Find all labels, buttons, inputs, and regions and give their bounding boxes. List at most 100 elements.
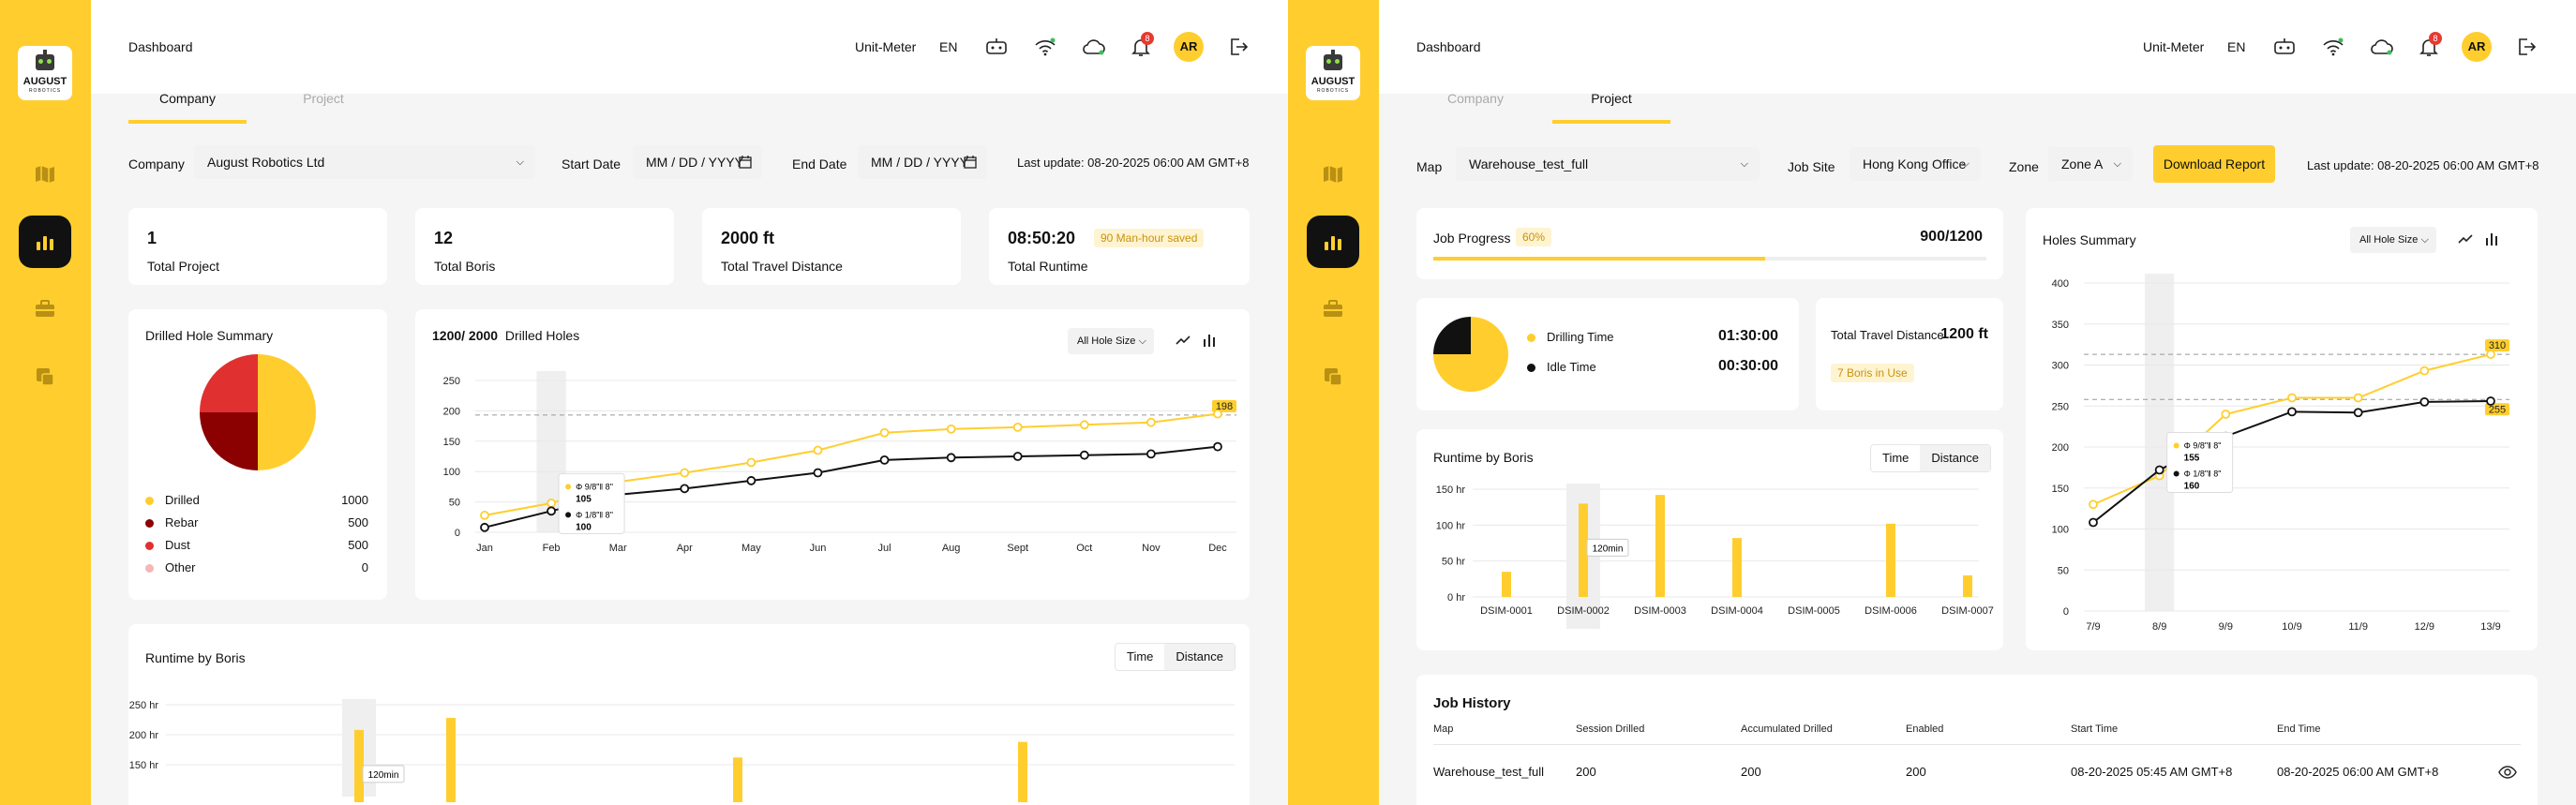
language-selector[interactable]: EN	[939, 39, 958, 54]
drilled-holes-line-chart: 0 50 100 150 200 250 Jan Feb Mar Apr May Jun Jul Aug S…	[443, 371, 1236, 554]
time-distance-toggle[interactable]: Time Distance	[1115, 643, 1236, 671]
x-tick-label: May	[741, 543, 761, 554]
y-tick-label: 150 hr	[1436, 484, 1466, 496]
company-select[interactable]: August Robotics Ltd ⌵	[194, 145, 535, 179]
y-tick-label: 250 hr	[129, 700, 159, 711]
toggle-distance[interactable]: Distance	[1164, 644, 1235, 670]
hole-size-select[interactable]: All Hole Size ⌵	[2350, 227, 2436, 253]
wifi-icon[interactable]	[2320, 34, 2346, 60]
toggle-distance[interactable]: Distance	[1920, 445, 1990, 471]
time-breakdown-card: Drilling Time 01:30:00 Idle Time 00:30:0…	[1416, 298, 1799, 410]
tooltip-value: 105	[576, 494, 592, 504]
map-icon[interactable]	[19, 148, 71, 201]
map-select[interactable]: Warehouse_test_full ⌵	[1456, 147, 1760, 181]
brand-logo[interactable]: AUGUST ROBOTICS	[1306, 46, 1360, 100]
legend-value: 500	[348, 538, 368, 552]
start-date-input[interactable]: MM / DD / YYYY	[633, 145, 762, 179]
bell-icon[interactable]: 8	[2416, 32, 2442, 60]
y-tick-label: 50 hr	[1442, 557, 1465, 568]
x-tick-label: Jul	[878, 543, 891, 554]
y-tick-label: 100	[443, 467, 460, 478]
stat-value: 2000 ft	[721, 229, 775, 247]
toggle-time[interactable]: Time	[1882, 451, 1910, 465]
chart-icon[interactable]	[1307, 216, 1359, 268]
job-site-select[interactable]: Hong Kong Office ⌵	[1850, 147, 1981, 181]
brand-name: AUGUST	[22, 76, 67, 87]
robot-card-icon[interactable]	[1307, 350, 1359, 403]
card-title: 1200/ 2000 Drilled Holes	[432, 328, 579, 343]
reference-badge	[1212, 399, 1236, 412]
drilling-time-value: 01:30:00	[1717, 328, 1778, 344]
robot-icon[interactable]	[2271, 34, 2298, 60]
hole-size-select[interactable]: All Hole Size ⌵	[1068, 328, 1154, 354]
data-point	[480, 510, 489, 520]
unit-selector[interactable]: Unit-Meter	[2143, 39, 2205, 54]
cloud-icon[interactable]	[1081, 34, 1107, 60]
filter-bar: Company August Robotics Ltd ⌵ Start Date …	[91, 127, 1288, 201]
tooltip-dot	[565, 512, 572, 518]
data-point	[2221, 410, 2231, 419]
tab-company[interactable]: Company	[159, 91, 216, 106]
progress-percent-badge: 60%	[1516, 228, 1552, 246]
view-icon[interactable]	[2498, 763, 2517, 786]
data-point	[2287, 407, 2297, 417]
legend-item: Drilling Time	[1527, 330, 1614, 344]
x-tick-label: 11/9	[2348, 621, 2368, 633]
column-header: Session Drilled	[1576, 723, 1645, 735]
logout-icon[interactable]	[1225, 34, 1251, 60]
reference-badge	[2485, 403, 2509, 416]
card-title: Runtime by Boris	[1433, 450, 1534, 465]
toolbox-icon[interactable]	[19, 283, 71, 335]
column-header: Enabled	[1906, 723, 1944, 735]
tab-project[interactable]: Project	[1591, 91, 1632, 106]
company-dashboard-screen: AUGUST ROBOTICS Dashboard Unit-Meter EN	[0, 0, 1288, 805]
unit-selector[interactable]: Unit-Meter	[855, 39, 917, 54]
bar-chart-icon[interactable]	[2483, 231, 2500, 252]
robot-icon[interactable]	[983, 34, 1010, 60]
pie-slice-rebar	[200, 412, 258, 470]
user-avatar[interactable]: AR	[1174, 32, 1204, 62]
line-chart-icon[interactable]	[2457, 231, 2474, 252]
logout-icon[interactable]	[2513, 34, 2539, 60]
cloud-icon[interactable]	[2369, 34, 2395, 60]
wifi-icon[interactable]	[1032, 34, 1058, 60]
zone-select[interactable]: Zone A ⌵	[2048, 147, 2133, 181]
zone-label: Zone	[2009, 159, 2039, 174]
x-tick-label: Jan	[476, 543, 493, 554]
tab-company[interactable]: Company	[1447, 91, 1504, 106]
chart-icon[interactable]	[19, 216, 71, 268]
data-point	[2353, 408, 2363, 418]
brand-subname: ROBOTICS	[1316, 88, 1350, 94]
project-dashboard-screen: AUGUST ROBOTICS Dashboard Unit-Meter EN	[1288, 0, 2576, 805]
job-progress-label: Job Progress	[1433, 231, 1511, 246]
bell-icon[interactable]: 8	[1128, 32, 1154, 60]
toolbox-icon[interactable]	[1307, 283, 1359, 335]
line-chart-icon[interactable]	[1175, 332, 1191, 353]
tab-project[interactable]: Project	[303, 91, 344, 106]
filter-bar: Map Warehouse_test_full ⌵ Job Site Hong K…	[1379, 127, 2576, 201]
runtime-bar-chart: 250 hr 200 hr 150 hr 120min	[129, 699, 1235, 802]
brand-logo[interactable]: AUGUST ROBOTICS	[18, 46, 72, 100]
header-divider	[1433, 744, 2521, 745]
column-header: End Time	[2277, 723, 2321, 735]
data-point	[1012, 452, 1023, 461]
runtime-bar-chart: 0 hr 50 hr 100 hr 150 hr DSIM-0001 DSIM-0002 D…	[1436, 484, 1994, 629]
reference-label: 255	[2489, 404, 2506, 415]
x-tick-label: 13/9	[2480, 621, 2500, 633]
y-tick-label: 250	[443, 376, 460, 387]
data-point	[2154, 465, 2164, 475]
download-report-button[interactable]: Download Report	[2153, 145, 2275, 183]
bar-chart-icon[interactable]	[1201, 332, 1218, 353]
time-distance-toggle[interactable]: Time Distance	[1870, 444, 1991, 472]
pie-slice-idle-time	[1433, 317, 1471, 354]
robot-card-icon[interactable]	[19, 350, 71, 403]
toggle-time[interactable]: Time	[1127, 649, 1154, 663]
data-point	[2419, 365, 2430, 376]
end-date-input[interactable]: MM / DD / YYYY	[858, 145, 987, 179]
travel-distance-card: Total Travel Distance 1200 ft 7 Boris in…	[1816, 298, 2003, 410]
map-icon[interactable]	[1307, 148, 1359, 201]
data-point	[813, 445, 823, 455]
language-selector[interactable]: EN	[2227, 39, 2246, 54]
data-point	[1079, 420, 1089, 430]
user-avatar[interactable]: AR	[2462, 32, 2492, 62]
